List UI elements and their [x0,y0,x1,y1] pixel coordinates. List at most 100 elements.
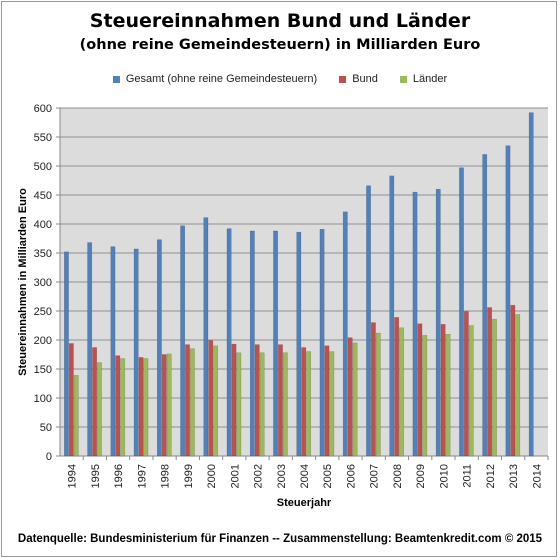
x-tick-label: 1996 [113,464,125,488]
footer-credit: Datenquelle: Bundesministerium für Finan… [17,533,543,545]
y-tick-label: 400 [34,219,52,231]
bar-gesamt [342,211,348,457]
bar-gesamt [482,154,488,457]
bar-laender [468,325,474,457]
bar-laender [306,351,311,457]
bar-bund [301,347,307,457]
x-tick-label: 2004 [299,464,311,488]
bar-bund [138,357,144,457]
bar-bund [440,324,446,457]
bar-laender [282,352,288,457]
x-tick-label: 1998 [160,464,172,488]
legend-swatch-gesamt [112,75,120,83]
y-tick-label: 550 [34,132,52,144]
x-tick-label: 2012 [485,464,497,488]
x-tick-label: 2007 [369,464,381,488]
chart-subtitle: (ohne reine Gemeindesteuern) in Milliard… [79,37,481,53]
legend-item-gesamt: Gesamt (ohne reine Gemeindesteuern) [112,73,318,85]
chart-title: Steuereinnahmen Bund und Länder [89,10,471,32]
legend-item-laender: Länder [399,73,448,85]
y-tick-label: 300 [34,277,52,289]
bar-laender [259,352,265,457]
x-tick-label: 2003 [276,464,288,488]
bar-laender [236,352,242,457]
bar-gesamt [366,185,371,457]
bar-gesamt [180,225,186,457]
x-tick-label: 2011 [462,464,474,488]
bar-laender [120,358,126,457]
bar-gesamt [435,188,441,457]
bar-bund [347,337,353,457]
x-tick-label: 2010 [438,464,450,488]
legend-label-laender: Länder [412,73,448,85]
legend-swatch-bund [339,75,347,83]
bar-bund [278,344,283,457]
x-tick-label: 2014 [531,464,543,488]
bar-laender [492,318,497,457]
bar-gesamt [226,228,232,457]
x-tick-label: 2009 [415,464,427,488]
bar-bund [254,344,260,457]
y-tick-label: 450 [34,190,52,202]
bar-laender [352,342,358,457]
bar-laender [375,332,381,457]
bar-gesamt [412,191,418,457]
bar-gesamt [319,228,325,457]
chart-legend: Gesamt (ohne reine Gemeindesteuern) Bund… [0,73,560,85]
bar-laender [97,362,102,457]
legend-item-bund: Bund [339,73,378,85]
bar-bund [463,311,469,457]
bar-laender [399,327,404,457]
bar-bund [161,354,167,457]
bar-gesamt [203,217,209,457]
bar-laender [329,351,335,457]
x-tick-label: 1995 [90,464,102,488]
bar-gesamt [110,246,116,457]
y-tick-label: 100 [34,393,52,405]
bar-bund [324,345,330,457]
x-tick-label: 2002 [253,464,265,488]
legend-label-gesamt: Gesamt (ohne reine Gemeindesteuern) [125,73,318,85]
bar-gesamt [64,251,69,457]
bar-gesamt [87,242,93,457]
y-tick-label: 0 [46,451,52,463]
bar-bund [92,347,97,457]
bar-gesamt [133,248,139,457]
y-tick-label: 200 [34,335,52,347]
x-tick-label: 2005 [322,464,334,488]
legend-swatch-laender [399,75,407,83]
bar-bund [68,343,74,457]
bar-bund [231,343,237,457]
x-tick-label: 2006 [345,464,357,488]
x-tick-label: 1994 [67,464,79,488]
bar-gesamt [459,167,464,457]
x-tick-label: 1999 [183,464,195,488]
x-tick-label: 2008 [392,464,404,488]
y-tick-label: 150 [34,364,52,376]
x-axis-title: Steuerjahr [277,497,332,509]
bar-gesamt [273,230,278,457]
bar-gesamt [296,231,302,457]
x-tick-label: 2001 [229,464,241,488]
y-tick-label: 250 [34,306,52,318]
bar-gesamt [389,175,395,457]
bar-laender [422,335,428,457]
bar-bund [208,340,214,457]
bar-bund [487,307,492,457]
bar-laender [445,333,451,457]
bar-laender [73,375,79,457]
bar-bund [510,304,516,457]
y-tick-label: 350 [34,248,52,260]
y-axis-title: Steuereinnahmen in Milliarden Euro [17,188,29,376]
bar-laender [189,348,195,457]
bar-gesamt [528,112,534,457]
bar-bund [394,317,400,457]
bar-laender [143,358,149,457]
bar-laender [515,314,521,457]
y-tick-label: 50 [40,422,52,434]
y-tick-label: 500 [34,161,52,173]
bar-bund [417,323,423,457]
bar-laender [166,353,172,457]
bar-bund [371,322,376,457]
